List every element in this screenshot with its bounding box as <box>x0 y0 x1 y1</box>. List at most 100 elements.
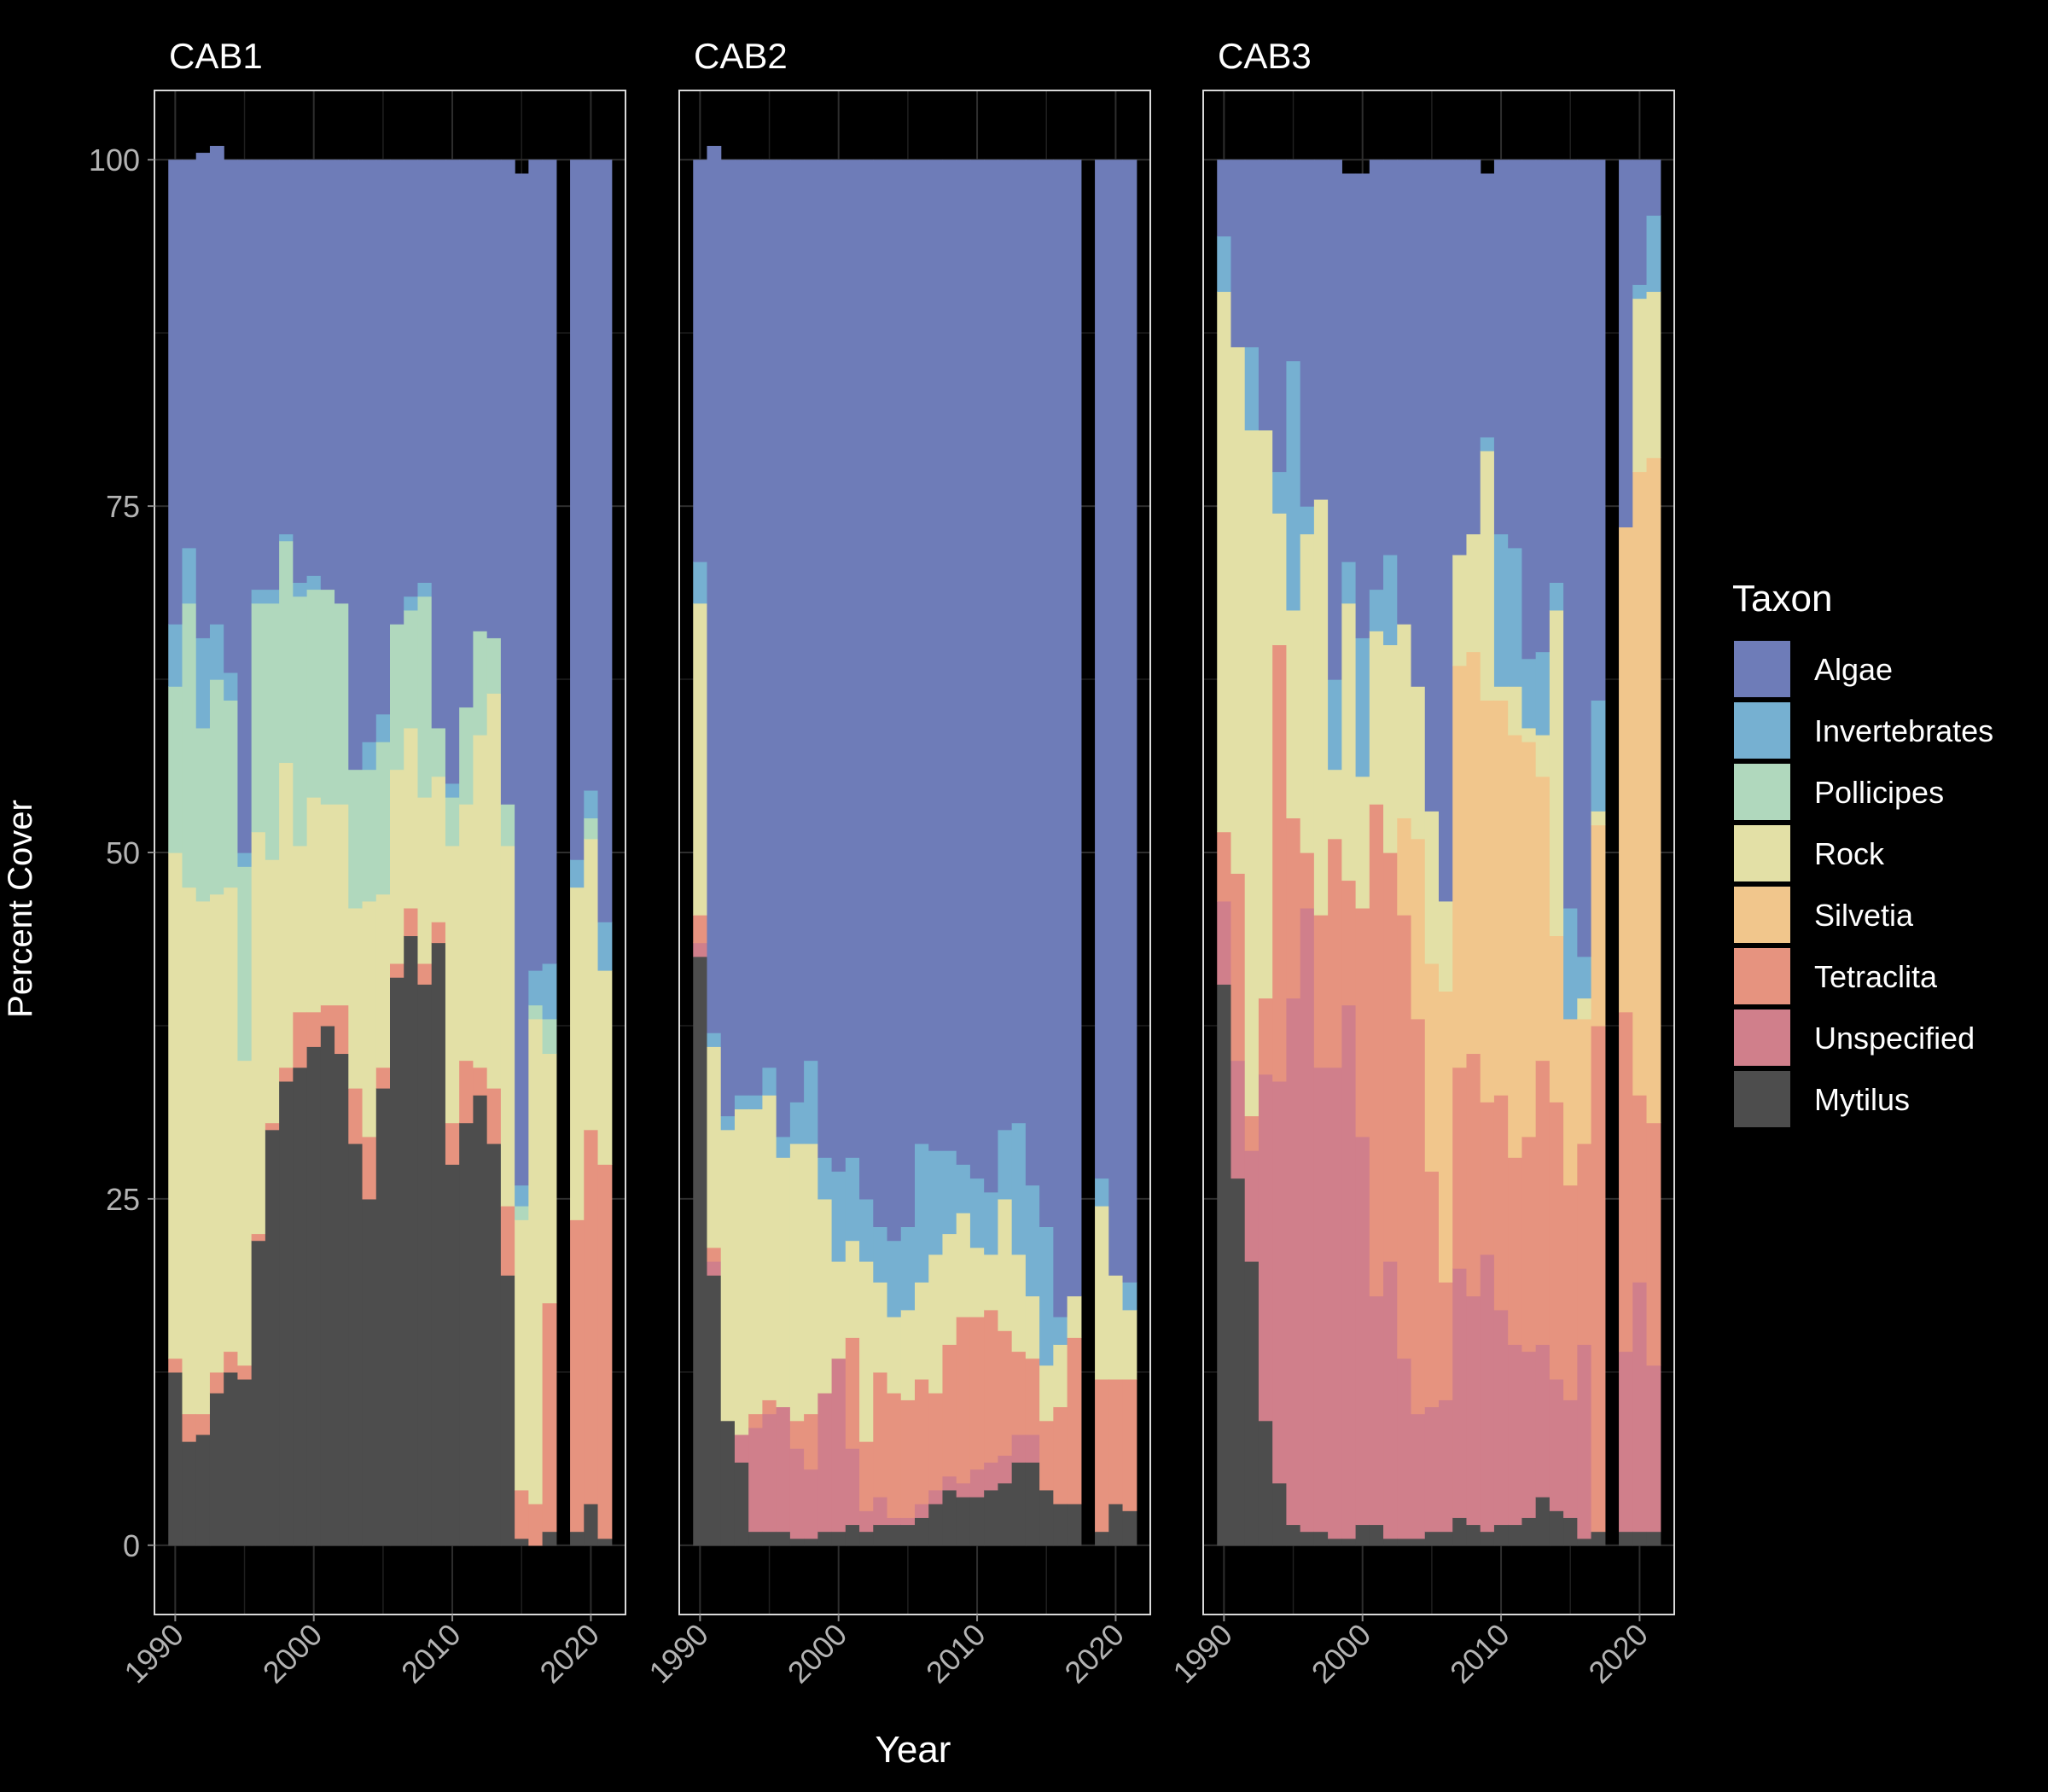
bar-cab3-2000-algae <box>1355 173 1370 638</box>
bar-cab1-1991-algae <box>182 160 197 549</box>
bar-cab2-2014-rock <box>1025 1295 1040 1359</box>
bar-cab2-2011-algae <box>984 160 999 1193</box>
bar-cab2-1990-invertebrates <box>693 561 708 604</box>
legend-title: Taxon <box>1732 578 1832 620</box>
bar-cab1-2020-rock <box>584 838 599 1131</box>
bar-cab1-1996-tetraclita <box>251 1233 266 1242</box>
bar-cab3-1995-mytilus <box>1286 1524 1301 1546</box>
bar-cab1-2004-tetraclita <box>362 1136 377 1200</box>
bar-cab2-1994-tetraclita <box>748 1413 764 1428</box>
bar-cab1-2011-mytilus <box>459 1122 474 1546</box>
bar-cab3-2021-invertebrates <box>1646 215 1661 293</box>
bar-cab1-2001-pollicipes <box>320 589 335 805</box>
bar-cab1-1993-invertebrates <box>209 624 224 680</box>
bar-cab3-2002-tetraclita <box>1383 852 1398 1262</box>
bar-cab3-2011-tetraclita <box>1508 1157 1523 1345</box>
bar-cab3-1994-unspecified <box>1272 1080 1288 1484</box>
bar-cab2-2021-mytilus <box>1122 1510 1137 1546</box>
bar-cab1-1999-mytilus <box>293 1067 308 1546</box>
bar-cab3-1992-tetraclita <box>1244 1115 1260 1151</box>
bar-cab1-1996-algae <box>251 160 266 591</box>
bar-cab3-2002-mytilus <box>1383 1538 1398 1546</box>
bar-cab3-2020-mytilus <box>1632 1531 1648 1546</box>
bar-cab2-1996-algae <box>776 160 791 1137</box>
bar-cab3-2009-mytilus <box>1480 1531 1495 1546</box>
bar-cab3-1994-invertebrates <box>1272 471 1288 514</box>
legend-item-rock: Rock <box>1734 825 1885 881</box>
bar-cab2-1997-algae <box>789 160 805 1103</box>
bar-cab3-1997-rock <box>1313 498 1329 916</box>
bar-cab1-2006-rock <box>390 769 404 964</box>
bar-cab2-2016-mytilus <box>1053 1504 1068 1546</box>
bar-cab3-1999-invertebrates <box>1341 561 1357 604</box>
bar-cab2-2021-invertebrates <box>1122 1282 1137 1311</box>
bar-cab2-2009-mytilus <box>956 1496 971 1546</box>
bar-cab2-2005-mytilus <box>900 1524 916 1546</box>
bar-cab2-1998-algae <box>804 160 818 1062</box>
bar-cab3-2009-invertebrates <box>1480 436 1495 451</box>
bar-cab3-2016-rock <box>1577 998 1592 1020</box>
bar-cab3-1993-rock <box>1258 429 1273 999</box>
bar-cab2-2003-tetraclita <box>873 1371 888 1498</box>
bar-cab1-2007-algae <box>404 160 419 597</box>
bar-cab1-1996-pollicipes <box>251 602 266 833</box>
bar-cab1-1990-mytilus <box>168 1371 183 1546</box>
bar-cab1-2010-pollicipes <box>445 797 460 847</box>
bar-cab3-2016-tetraclita <box>1577 1143 1592 1345</box>
bar-cab2-2014-tetraclita <box>1025 1358 1040 1435</box>
bar-cab1-1992-pollicipes <box>195 727 211 902</box>
y-tick-label: 75 <box>106 489 140 524</box>
bar-cab2-2020-mytilus <box>1108 1504 1124 1546</box>
bar-cab3-2005-rock <box>1424 811 1440 964</box>
bar-cab1-1997-tetraclita <box>265 1122 280 1131</box>
bar-cab1-2015-pollicipes <box>515 1206 529 1220</box>
bar-cab1-2014-mytilus <box>500 1275 515 1546</box>
bar-cab1-2000-pollicipes <box>306 589 322 798</box>
bar-cab1-2012-algae <box>473 160 488 631</box>
legend-item-invertebrates: Invertebrates <box>1734 702 1993 759</box>
bar-cab1-1999-rock <box>293 845 308 1013</box>
bar-cab1-1994-algae <box>224 160 239 673</box>
bar-cab3-2003-silvetia <box>1397 817 1412 916</box>
bar-cab1-2015-mytilus <box>515 1538 529 1546</box>
bar-cab2-2016-invertebrates <box>1053 1316 1068 1345</box>
legend-swatch <box>1734 887 1790 943</box>
bar-cab3-2005-unspecified <box>1424 1406 1440 1533</box>
bar-cab1-2021-tetraclita <box>597 1164 613 1539</box>
bar-cab3-2015-invertebrates <box>1563 907 1578 1020</box>
bar-cab1-2007-mytilus <box>404 935 419 1546</box>
bar-cab2-2014-mytilus <box>1025 1462 1040 1546</box>
bar-cab3-2007-rock <box>1452 554 1468 666</box>
bar-cab1-1995-invertebrates <box>237 852 253 867</box>
bar-cab2-2006-tetraclita <box>915 1378 929 1504</box>
legend-item-unspecified: Unspecified <box>1734 1009 1975 1066</box>
bar-cab3-2003-mytilus <box>1397 1538 1412 1546</box>
bar-cab3-2013-mytilus <box>1535 1496 1551 1546</box>
bar-cab1-1993-rock <box>209 893 224 1373</box>
bar-cab3-2010-mytilus <box>1493 1524 1509 1546</box>
bar-cab3-2001-unspecified <box>1369 1295 1384 1526</box>
bar-cab1-2000-rock <box>306 797 322 1013</box>
bar-cab2-2000-invertebrates <box>831 1171 847 1262</box>
bar-cab1-2014-pollicipes <box>500 804 515 847</box>
bar-cab2-2010-algae <box>969 160 985 1179</box>
bar-cab3-2000-invertebrates <box>1355 637 1370 777</box>
bar-cab2-1990-unspecified <box>693 942 708 957</box>
bar-cab3-2017-tetraclita <box>1591 1025 1606 1533</box>
bar-cab1-2013-tetraclita <box>486 1088 502 1144</box>
bar-cab1-2014-algae <box>500 160 515 805</box>
bar-cab3-1990-algae <box>1217 160 1232 237</box>
bar-cab1-2006-pollicipes <box>390 624 404 771</box>
bar-cab2-1991-unspecified <box>707 1260 722 1276</box>
bar-cab2-2006-unspecified <box>915 1504 929 1518</box>
bar-cab2-2016-algae <box>1053 160 1068 1318</box>
legend-swatch <box>1734 1009 1790 1066</box>
bar-cab1-1995-algae <box>237 160 253 853</box>
bar-cab2-2005-tetraclita <box>900 1399 916 1518</box>
bar-cab1-2010-invertebrates <box>445 783 460 798</box>
bar-cab2-2009-invertebrates <box>956 1164 971 1213</box>
bar-cab3-2009-tetraclita <box>1480 1102 1495 1255</box>
bar-cab3-2017-algae <box>1591 160 1606 701</box>
bar-cab3-2004-algae <box>1411 160 1426 687</box>
